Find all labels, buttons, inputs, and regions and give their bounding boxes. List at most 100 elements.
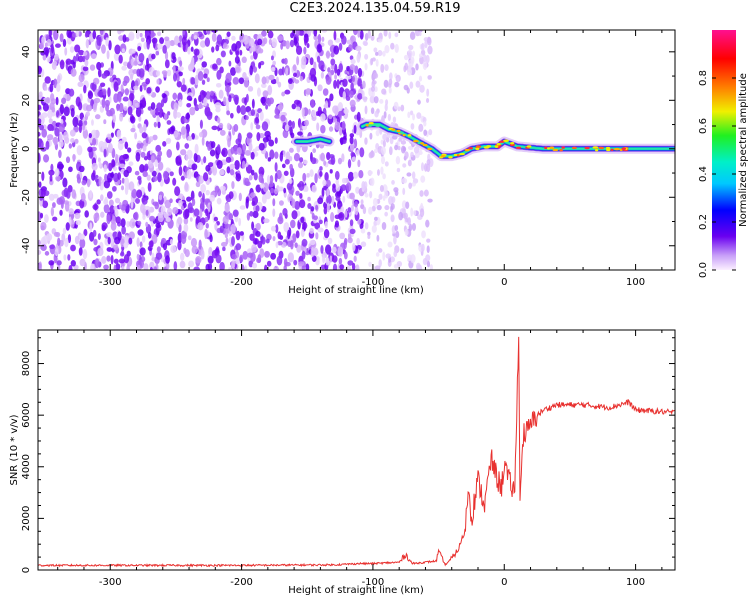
spectrogram-noise-cell — [186, 196, 192, 202]
spectrogram-noise-cell — [136, 237, 140, 248]
spectrogram-noise-cell — [274, 151, 279, 159]
spectrogram-noise-cell — [169, 238, 174, 245]
spectrogram-noise-cell — [92, 169, 96, 178]
spectrogram-noise-cell — [337, 157, 342, 165]
spectrogram-noise-cell — [120, 218, 126, 228]
spectrogram-noise-cell — [38, 249, 42, 256]
spectrogram-noise-cell — [342, 78, 348, 87]
spectrogram-noise-cell — [52, 137, 59, 144]
spectrogram-noise-cell — [86, 178, 91, 188]
spectrogram-noise-cell — [89, 222, 93, 233]
spectrogram-noise-cell — [198, 175, 204, 184]
spectrogram-noise-cell — [427, 45, 433, 55]
spectrogram-noise-cell — [222, 246, 226, 252]
spectrogram-noise-cell — [250, 151, 255, 160]
spectrogram-noise-cell — [177, 216, 183, 225]
spectrogram-peak — [391, 128, 396, 131]
spectrogram-noise-cell — [60, 118, 64, 125]
spectrogram-noise-cell — [341, 120, 346, 131]
spectrogram-noise-cell — [265, 104, 269, 110]
spectrogram-noise-cell — [114, 44, 121, 55]
spectrogram-noise-cell — [375, 252, 380, 257]
spectrogram-noise-cell — [150, 102, 156, 110]
spectrogram-noise-cell — [113, 81, 119, 92]
spectrogram-noise-cell — [106, 255, 111, 262]
spectrogram-noise-cell — [258, 142, 265, 151]
spectrogram-noise-cell — [180, 234, 187, 245]
spectrogram-noise-cell — [425, 254, 431, 262]
spectrogram-noise-cell — [395, 230, 400, 239]
spectrogram-noise-cell — [293, 99, 301, 105]
spectrogram-noise-cell — [92, 30, 97, 40]
spectrogram-noise-cell — [103, 148, 107, 158]
spectrogram-noise-cell — [78, 165, 85, 173]
spectrogram-noise-cell — [141, 197, 148, 205]
spectrogram-noise-cell — [277, 35, 284, 41]
spectrogram-noise-cell — [220, 50, 226, 58]
spectrogram-peak — [621, 147, 627, 150]
spectrogram-noise-cell — [267, 30, 274, 39]
spectrogram-noise-cell — [193, 48, 200, 56]
spectrogram-noise-cell — [314, 222, 321, 230]
spectrogram-peak — [412, 139, 419, 143]
spectrogram-noise-cell — [136, 142, 141, 150]
spectrogram-noise-cell — [146, 86, 152, 94]
spectrogram-noise-cell — [236, 147, 242, 155]
spectrogram-noise-cell — [347, 207, 352, 213]
spectrogram-noise-cell — [178, 35, 183, 43]
spectrogram-noise-cell — [295, 230, 300, 239]
spectrogram-noise-cell — [277, 81, 282, 88]
spectrogram-noise-cell — [194, 143, 199, 154]
spectrogram-noise-cell — [127, 106, 133, 116]
spectrogram-noise-cell — [316, 55, 321, 63]
spectrogram-peak — [420, 142, 424, 145]
spectrogram-noise-cell — [55, 43, 61, 48]
spectrogram-noise-cell — [290, 132, 295, 139]
spectrogram-noise-cell — [341, 177, 347, 184]
spectrogram-noise-cell — [415, 80, 421, 88]
spectrogram-noise-cell — [364, 53, 369, 60]
spectrogram-noise-cell — [114, 197, 121, 204]
spectrogram-noise-cell — [226, 122, 231, 131]
spectrogram-noise-cell — [270, 187, 275, 194]
spectrogram-noise-cell — [38, 104, 42, 110]
spectrogram-noise-cell — [82, 122, 86, 131]
spectrogram-noise-cell — [175, 141, 180, 151]
spectrogram-noise-cell — [393, 235, 397, 245]
spectrogram-noise-cell — [206, 111, 213, 121]
spectrogram-noise-cell — [49, 174, 53, 182]
spectrogram-noise-cell — [116, 104, 120, 112]
spectrogram-noise-cell — [119, 113, 124, 122]
spectrogram-noise-cell — [427, 153, 431, 162]
spectrogram-noise-cell — [289, 163, 293, 171]
spectrogram-noise-cell — [325, 76, 332, 85]
spectrogram-noise-cell — [232, 76, 240, 85]
spectrogram-noise-cell — [139, 164, 145, 173]
spectrogram-noise-cell — [283, 57, 288, 65]
spectrogram-noise-cell — [79, 238, 86, 249]
spectrogram-noise-cell — [418, 31, 422, 37]
spectrogram-noise-cell — [101, 222, 108, 230]
spectrogram-noise-cell — [144, 163, 149, 171]
spectrogram-noise-cell — [204, 216, 209, 223]
spectrogram-noise-cell — [241, 160, 246, 169]
spectrogram-noise-cell — [387, 241, 393, 248]
spectrogram-noise-cell — [323, 160, 327, 166]
spectrogram-noise-cell — [425, 219, 430, 228]
spectrogram-noise-cell — [62, 177, 68, 188]
spectrogram-noise-cell — [231, 254, 237, 260]
spectrogram-noise-cell — [327, 39, 334, 46]
spectrogram-noise-cell — [101, 44, 106, 54]
snr-line — [38, 336, 675, 568]
spectrogram-noise-cell — [245, 105, 252, 113]
spectrogram-noise-cell — [281, 91, 286, 97]
colorbar: 0.0 0.2 0.4 0.6 0.8 Normalized spectral ampl… — [698, 30, 749, 278]
spectrogram-noise-cell — [345, 95, 351, 101]
spectrogram-noise-cell — [119, 163, 126, 169]
spectrogram-noise-cell — [183, 209, 189, 220]
spectrogram-noise-cell — [368, 206, 373, 215]
spectrogram-noise-cell — [330, 211, 335, 223]
spectrogram-noise-cell — [48, 169, 55, 176]
spectrogram-noise-cell — [355, 264, 360, 270]
spectrogram-noise-cell — [338, 257, 343, 265]
